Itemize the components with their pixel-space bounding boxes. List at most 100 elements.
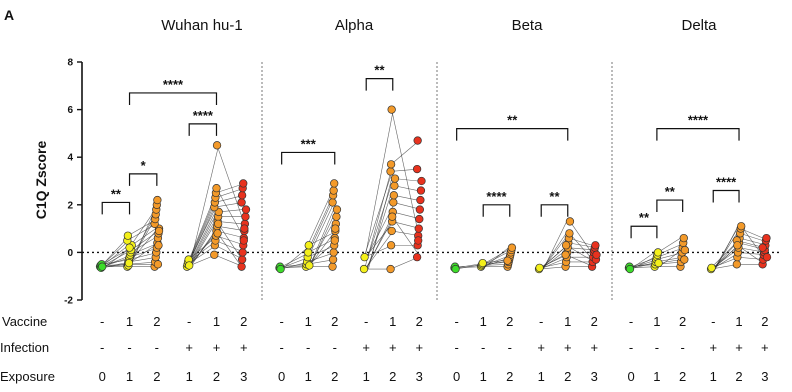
- panel-titles: Wuhan hu-1 Alpha Beta Delta: [161, 17, 717, 34]
- paired-line: [539, 245, 568, 270]
- data-point: [386, 264, 395, 274]
- data-point: [238, 248, 247, 257]
- data-point: [123, 231, 133, 240]
- condition-infection-value: -: [100, 340, 104, 355]
- data-point: [417, 176, 426, 186]
- condition-exposure-value: 1: [480, 369, 487, 384]
- data-point: [328, 198, 337, 207]
- data-point: [237, 198, 246, 207]
- data-point: [304, 241, 313, 250]
- condition-infection-value: -: [333, 340, 337, 355]
- paired-line: [715, 226, 739, 270]
- condition-infection-value: +: [240, 340, 248, 355]
- condition-exposure-value: 1: [363, 369, 370, 384]
- significance-bracket: [656, 199, 684, 213]
- y-tick-label: -2: [64, 296, 73, 307]
- data-point: [241, 212, 250, 221]
- panel-title: Wuhan hu-1: [161, 17, 242, 34]
- condition-exposure-value: 0: [99, 369, 106, 384]
- paired-line: [484, 249, 509, 264]
- data-point: [412, 164, 422, 174]
- paired-line: [131, 228, 156, 246]
- data-point: [124, 258, 134, 268]
- condition-vaccine-value: -: [364, 314, 368, 329]
- paired-line: [740, 226, 764, 258]
- condition-infection-value: +: [591, 340, 599, 355]
- condition-exposure-value: 0: [453, 369, 460, 384]
- paired-line: [391, 109, 421, 241]
- condition-vaccine-value: 2: [331, 314, 338, 329]
- significance-label: **: [111, 186, 122, 201]
- significance-label: ****: [688, 113, 709, 128]
- data-point: [591, 241, 600, 250]
- paired-line: [217, 233, 242, 267]
- condition-infection-value: -: [306, 340, 310, 355]
- condition-exposure-value: 2: [213, 369, 220, 384]
- data-point: [212, 183, 221, 193]
- data-point: [210, 250, 219, 259]
- significance-label: **: [374, 63, 385, 78]
- paired-line: [632, 252, 655, 269]
- condition-vaccine-value: 2: [591, 314, 598, 329]
- data-point: [758, 243, 767, 252]
- condition-infection-value: +: [185, 340, 193, 355]
- data-point: [565, 229, 574, 238]
- condition-exposure-value: 1: [186, 369, 193, 384]
- paired-line: [104, 245, 129, 265]
- data-point: [507, 243, 517, 252]
- data-point: [359, 264, 369, 274]
- data-point: [561, 250, 570, 259]
- condition-vaccine-value: 1: [389, 314, 396, 329]
- condition-infection-value: +: [416, 340, 424, 355]
- data-point: [237, 262, 246, 271]
- data-point: [386, 241, 396, 250]
- condition-infection-value: -: [508, 340, 512, 355]
- condition-infection-value: -: [481, 340, 485, 355]
- data-point: [413, 136, 422, 145]
- condition-vaccine-value: 2: [761, 314, 768, 329]
- paired-line: [103, 252, 128, 266]
- condition-vaccine-value: 2: [679, 314, 686, 329]
- row-label-exposure: Exposure: [0, 369, 55, 384]
- paired-line: [131, 230, 156, 260]
- data-point: [733, 241, 742, 250]
- condition-vaccine-value: -: [100, 314, 104, 329]
- data-point: [416, 195, 425, 205]
- data-point: [212, 141, 222, 150]
- significance-label: **: [665, 184, 676, 199]
- significance-bracket: [712, 189, 740, 203]
- paired-line: [310, 209, 334, 265]
- paired-line: [189, 145, 219, 266]
- data-point: [565, 217, 575, 226]
- significance-bracket: [482, 204, 511, 217]
- condition-vaccine-value: 1: [305, 314, 312, 329]
- condition-exposure-value: 3: [591, 369, 598, 384]
- condition-exposure-value: 3: [761, 369, 768, 384]
- data-point: [329, 248, 338, 257]
- condition-exposure-value: 2: [564, 369, 571, 384]
- data-point: [762, 233, 771, 243]
- data-point: [389, 191, 399, 200]
- paired-line: [365, 216, 395, 270]
- paired-line: [102, 247, 132, 265]
- paired-line: [390, 140, 420, 165]
- data-point: [625, 264, 635, 274]
- panel-title: Delta: [681, 17, 717, 34]
- condition-infection-value: +: [537, 340, 545, 355]
- paired-line: [569, 221, 594, 255]
- paired-line: [569, 233, 593, 260]
- significance-bracket: [128, 92, 218, 105]
- y-tick-label: 4: [67, 153, 73, 164]
- paired-line: [309, 223, 333, 266]
- row-label-vaccine: Vaccine: [2, 314, 47, 329]
- significance-label: ****: [716, 175, 737, 190]
- paired-line: [363, 171, 393, 258]
- condition-infection-value: +: [213, 340, 221, 355]
- condition-infection-value: -: [279, 340, 283, 355]
- data-point: [737, 222, 746, 231]
- data-point: [387, 226, 396, 236]
- paired-line: [309, 216, 334, 267]
- condition-exposure-value: 0: [627, 369, 634, 384]
- significance-bracket: [281, 151, 336, 165]
